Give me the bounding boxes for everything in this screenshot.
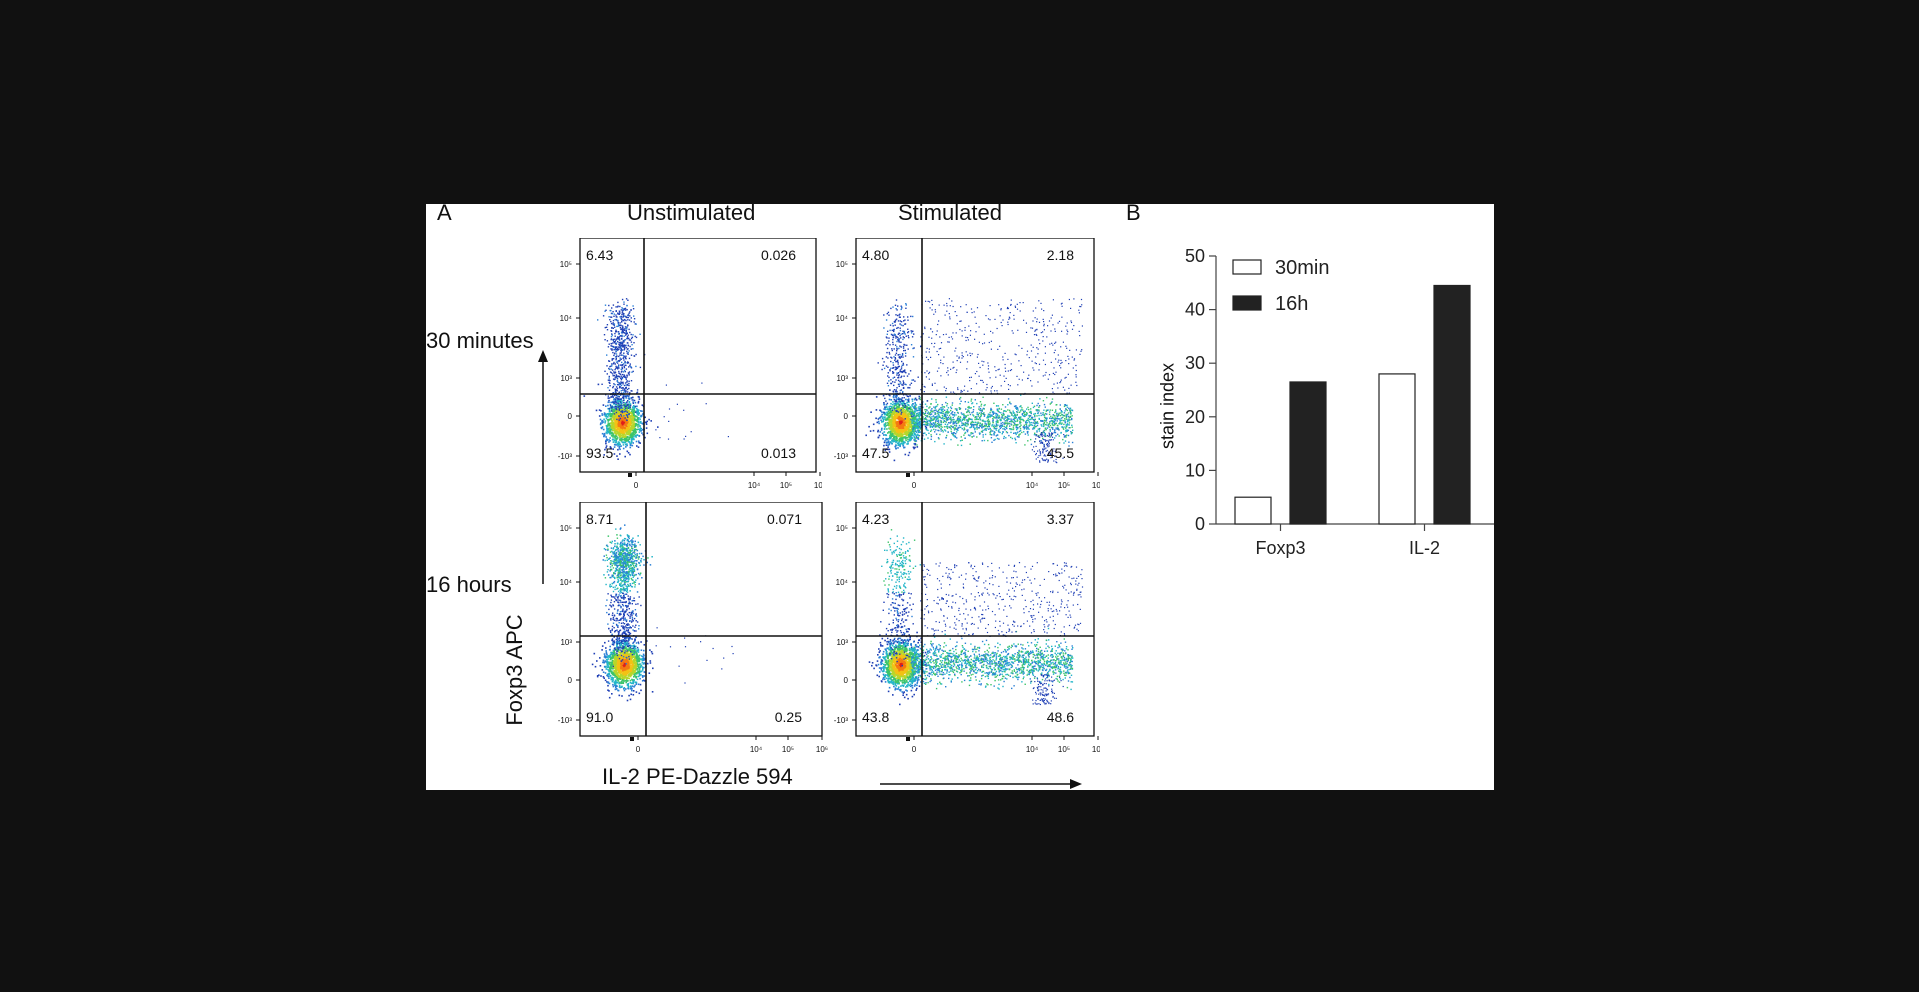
bar-chart-ylabel: stain index (1157, 362, 1178, 450)
x-tick-label: 0 (912, 745, 917, 754)
bar-chart: 0 10 20 30 40 50 Foxp3 IL-2 30min 16h (1185, 246, 1494, 558)
column-header-stimulated: Stimulated (898, 204, 1002, 225)
y-tick-label: 10⁵ (560, 260, 572, 269)
bar-30min-il-2 (1378, 373, 1416, 525)
flow-plot-3: 4.23 3.37 43.8 48.6 10⁵ 10⁴ 10³ 0 -10³ 0 10⁴ 10⁵ 10⁶… (834, 502, 1100, 754)
quadrant-value-upper-left: 4.80 (862, 247, 889, 263)
x-tick-label: 10⁶ (814, 481, 822, 490)
x-tick-label: 0 (634, 481, 639, 490)
x-tick-label: 10⁴ (750, 745, 763, 754)
x-tick-label: 10⁵ (782, 745, 794, 754)
y-tick-label: 10³ (560, 374, 572, 383)
flow-plot-events (591, 524, 734, 702)
flow-plot-events (865, 298, 1083, 464)
legend-swatch-30min (1232, 259, 1262, 275)
panel-a-letter: A (437, 204, 452, 225)
y-tick-label: 0 (1195, 514, 1205, 534)
axis-arrows (538, 350, 1082, 789)
figure: A B Unstimulated Stimulated 30 minutes 1… (426, 204, 1494, 790)
quadrant-value-lower-right: 0.25 (775, 709, 802, 725)
y-tick-label: 50 (1185, 246, 1205, 266)
y-tick-label: 30 (1185, 353, 1205, 373)
flow-plot-0: 6.43 0.026 93.5 0.013 10⁵ 10⁴ 10³ 0 -10³ 0 10⁴ 10⁵ 1… (558, 238, 822, 490)
y-tick-label: 10⁵ (560, 524, 572, 533)
x-tick-label-foxp3: Foxp3 (1255, 538, 1305, 558)
y-tick-label: 10³ (560, 638, 572, 647)
column-header-unstimulated: Unstimulated (627, 204, 756, 225)
x-tick-label: 10⁶ (1092, 745, 1100, 754)
y-tick-label: -10³ (834, 452, 849, 461)
x-tick-label: 10⁶ (816, 745, 828, 754)
quadrant-value-lower-left: 47.5 (862, 445, 889, 461)
flow-plot-events (583, 298, 729, 460)
quadrant-value-upper-left: 8.71 (586, 511, 613, 527)
quadrant-value-lower-right: 45.5 (1047, 445, 1074, 461)
y-tick-label: 0 (568, 676, 573, 685)
x-tick-label: 10⁴ (1026, 745, 1039, 754)
flow-plot-frame (579, 238, 817, 473)
x-tick-label: 10⁵ (780, 481, 792, 490)
quadrant-value-upper-right: 3.37 (1047, 511, 1074, 527)
legend-swatch-16h (1232, 295, 1262, 311)
row-label-16-hours: 16 hours (426, 572, 512, 597)
quadrant-value-upper-right: 2.18 (1047, 247, 1074, 263)
quadrant-value-upper-left: 4.23 (862, 511, 889, 527)
y-tick-label: 10⁴ (836, 578, 849, 587)
flow-plot-events (868, 529, 1084, 706)
y-tick-label: 40 (1185, 300, 1205, 320)
quadrant-value-upper-right: 0.026 (761, 247, 796, 263)
up-arrow-icon (538, 350, 548, 362)
x-tick-label: 10⁶ (1092, 481, 1100, 490)
y-tick-label: 0 (568, 412, 573, 421)
bar-30min-foxp3 (1234, 496, 1272, 525)
y-tick-label: 10³ (836, 638, 848, 647)
flow-plot-frame (579, 502, 823, 737)
legend-label-30min: 30min (1275, 257, 1329, 279)
flow-plot-2: 8.71 0.071 91.0 0.25 10⁵ 10⁴ 10³ 0 -10³ 0 10⁴ 10⁵ 10… (558, 502, 828, 754)
y-tick-label: 0 (844, 412, 849, 421)
x-tick-label: 10⁵ (1058, 745, 1070, 754)
y-tick-label: -10³ (834, 716, 849, 725)
y-tick-label: 10 (1185, 460, 1205, 480)
quadrant-value-upper-right: 0.071 (767, 511, 802, 527)
y-tick-label: -10³ (558, 452, 573, 461)
y-tick-label: 10⁴ (560, 314, 573, 323)
legend-label-16h: 16h (1275, 293, 1308, 315)
x-tick-label: 10⁵ (1058, 481, 1070, 490)
y-tick-label: 10⁵ (836, 524, 848, 533)
x-tick-label-il-2: IL-2 (1409, 538, 1440, 558)
flow-plot-1: 4.80 2.18 47.5 45.5 10⁵ 10⁴ 10³ 0 -10³ 0 10⁴ 10⁵ 10⁶… (834, 238, 1100, 490)
y-tick-label: 10⁴ (560, 578, 573, 587)
right-arrow-icon (1070, 779, 1082, 789)
x-axis-label-il2: IL-2 PE-Dazzle 594 (602, 764, 793, 789)
bar-16h-il-2 (1433, 284, 1471, 525)
quadrant-value-lower-right: 0.013 (761, 445, 796, 461)
y-tick-label: 20 (1185, 407, 1205, 427)
x-tick-label: 10⁴ (1026, 481, 1039, 490)
quadrant-value-lower-left: 91.0 (586, 709, 613, 725)
quadrant-value-upper-left: 6.43 (586, 247, 613, 263)
bar-16h-foxp3 (1289, 381, 1327, 525)
y-tick-label: 10⁵ (836, 260, 848, 269)
x-tick-label: 10⁴ (748, 481, 761, 490)
y-tick-label: 10³ (836, 374, 848, 383)
flow-plot-frame (855, 502, 1095, 737)
x-tick-label: 0 (912, 481, 917, 490)
quadrant-value-lower-left: 93.5 (586, 445, 613, 461)
y-tick-label: 0 (844, 676, 849, 685)
flow-plot-frame (855, 238, 1095, 473)
row-label-30-minutes: 30 minutes (426, 328, 534, 353)
quadrant-value-lower-right: 48.6 (1047, 709, 1074, 725)
y-tick-label: -10³ (558, 716, 573, 725)
x-tick-label: 0 (636, 745, 641, 754)
panel-b-letter: B (1126, 204, 1141, 225)
y-tick-label: 10⁴ (836, 314, 849, 323)
quadrant-value-lower-left: 43.8 (862, 709, 889, 725)
